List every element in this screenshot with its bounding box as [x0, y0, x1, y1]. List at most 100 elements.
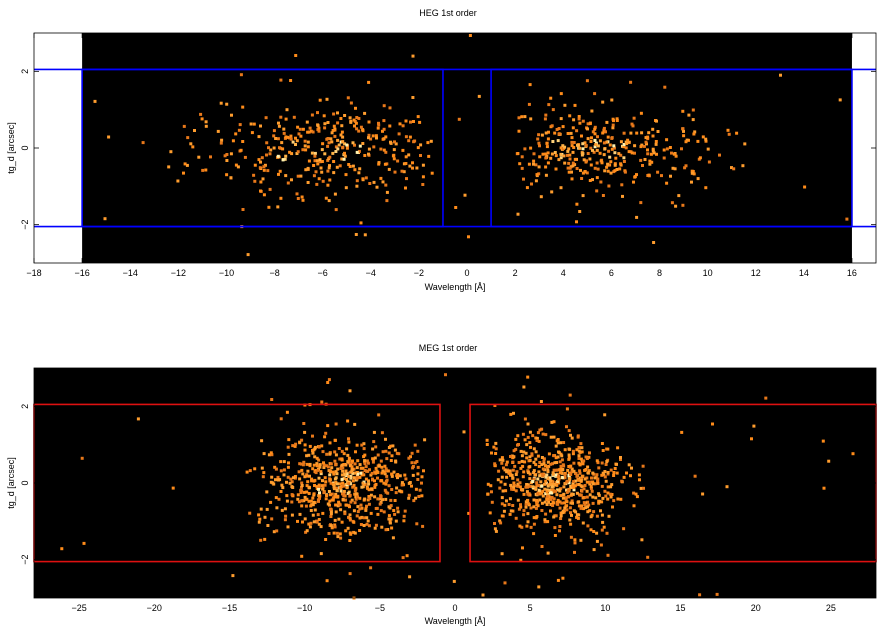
event-pixel [364, 465, 368, 469]
event-pixel [347, 515, 350, 519]
event-pixel [525, 490, 529, 494]
event-pixel [363, 497, 367, 501]
event-pixel [538, 498, 542, 502]
event-pixel [540, 456, 544, 459]
event-pixel [231, 139, 235, 143]
event-pixel [629, 131, 633, 135]
event-pixel [662, 148, 666, 152]
event-pixel [583, 141, 587, 145]
event-pixel [352, 520, 356, 524]
event-pixel [557, 488, 561, 492]
event-pixel [512, 485, 516, 489]
event-pixel [272, 129, 276, 133]
event-pixel [329, 462, 333, 466]
event-pixel [379, 501, 383, 504]
event-pixel [581, 194, 585, 198]
event-pixel [529, 445, 532, 449]
event-pixel [613, 169, 617, 173]
event-pixel [670, 201, 674, 205]
event-pixel [600, 484, 604, 488]
event-pixel [622, 156, 626, 160]
event-pixel [389, 517, 393, 521]
event-pixel [286, 475, 290, 479]
event-pixel [413, 139, 417, 143]
event-pixel [620, 479, 624, 483]
event-pixel [515, 470, 519, 474]
event-pixel [528, 83, 532, 87]
event-pixel [581, 147, 585, 151]
event-pixel [589, 146, 593, 150]
event-pixel [312, 174, 316, 178]
event-pixel [307, 159, 311, 163]
event-pixel [578, 471, 582, 475]
event-pixel [549, 156, 553, 160]
event-pixel [367, 152, 370, 156]
event-pixel [578, 493, 582, 497]
event-pixel [336, 467, 340, 471]
event-pixel [367, 502, 371, 506]
event-pixel [263, 537, 267, 541]
event-pixel [347, 474, 351, 478]
event-pixel [532, 505, 536, 509]
event-pixel [313, 455, 317, 459]
event-pixel [652, 241, 656, 244]
event-pixel [141, 141, 145, 145]
y-tick-label: 2 [20, 404, 30, 409]
event-pixel [313, 151, 317, 155]
event-pixel [269, 451, 273, 455]
event-pixel [392, 470, 396, 474]
event-pixel [494, 529, 498, 533]
event-pixel [345, 472, 349, 476]
event-pixel [582, 507, 586, 511]
event-pixel [648, 162, 652, 166]
event-pixel [197, 155, 201, 159]
event-pixel [381, 469, 385, 473]
event-pixel [416, 146, 420, 150]
event-pixel [560, 501, 564, 505]
event-pixel [291, 444, 295, 448]
event-pixel [239, 148, 243, 152]
event-pixel [390, 454, 394, 458]
event-pixel [496, 478, 500, 482]
event-pixel [502, 509, 506, 513]
event-pixel [309, 509, 313, 512]
event-pixel [557, 127, 561, 130]
event-pixel [407, 139, 411, 143]
event-pixel [558, 500, 562, 504]
event-pixel [559, 452, 563, 456]
event-pixel [500, 456, 504, 460]
event-pixel [526, 483, 530, 487]
event-pixel [404, 155, 408, 159]
event-pixel [327, 141, 331, 145]
event-pixel [304, 504, 308, 508]
event-pixel [289, 137, 293, 141]
event-pixel [260, 439, 264, 443]
event-pixel [281, 147, 285, 151]
event-pixel [526, 512, 530, 516]
event-pixel [564, 504, 568, 508]
event-pixel [572, 486, 576, 490]
event-pixel [568, 393, 572, 397]
meg-title: MEG 1st order [419, 343, 478, 353]
event-pixel [372, 145, 376, 149]
event-pixel [307, 499, 311, 503]
event-pixel [328, 441, 332, 445]
event-pixel [490, 500, 494, 504]
event-pixel [318, 465, 322, 469]
event-pixel [590, 476, 593, 480]
event-pixel [276, 205, 280, 209]
event-pixel [609, 485, 613, 489]
event-pixel [537, 585, 541, 589]
y-tick-label: 0 [20, 145, 30, 150]
event-pixel [349, 101, 353, 105]
event-pixel [320, 170, 324, 174]
event-pixel [586, 465, 590, 469]
event-pixel [334, 470, 338, 474]
event-pixel [560, 454, 564, 458]
event-pixel [521, 475, 525, 479]
event-pixel [259, 160, 262, 164]
event-pixel [376, 497, 380, 501]
event-pixel [569, 484, 573, 488]
event-pixel [570, 470, 574, 474]
event-pixel [369, 473, 373, 477]
